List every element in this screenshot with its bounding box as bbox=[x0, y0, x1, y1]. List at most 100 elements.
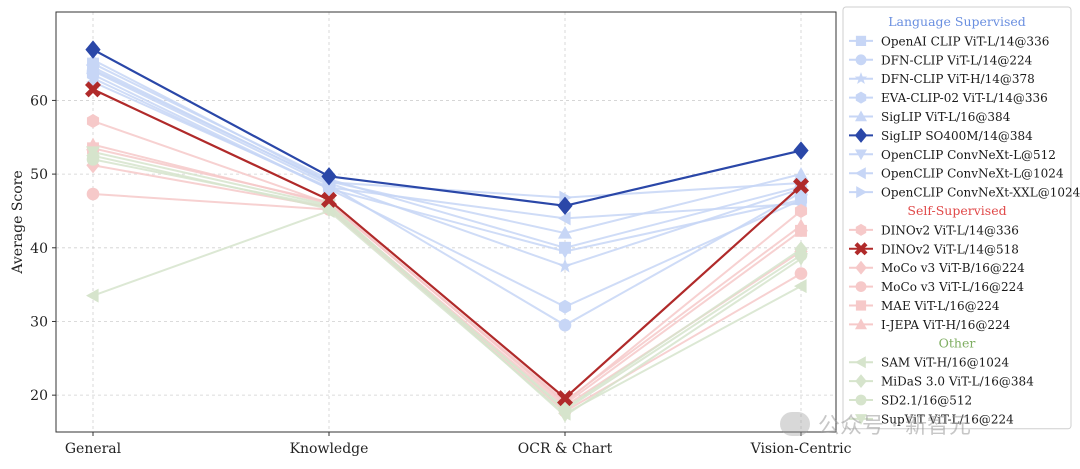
data-point bbox=[794, 167, 808, 180]
series-openclip-convnext-l-1024 bbox=[86, 75, 807, 226]
series-siglip-so400m-14-384 bbox=[85, 40, 809, 215]
data-point bbox=[86, 153, 100, 166]
data-point bbox=[321, 167, 337, 186]
legend-marker bbox=[855, 281, 867, 292]
series-sam-vit-h-16-1024 bbox=[86, 203, 807, 421]
legend-marker bbox=[855, 414, 867, 425]
legend-label: MoCo v3 ViT-L/16@224 bbox=[881, 280, 1024, 294]
legend-group-title: Self-Supervised bbox=[907, 203, 1006, 218]
legend-item: SigLIP SO400M/14@384 bbox=[849, 127, 1033, 143]
data-point bbox=[557, 390, 573, 407]
legend-marker bbox=[855, 260, 867, 275]
legend-item: OpenCLIP ConvNeXt-L@1024 bbox=[849, 167, 1064, 181]
data-point bbox=[558, 410, 572, 423]
axes: 20 30 40 50 60 General Knowledge OCR & Chart Vis… bbox=[10, 11, 852, 457]
legend-label: DFN-CLIP ViT-H/14@378 bbox=[881, 72, 1035, 86]
y-tick-label: 30 bbox=[30, 314, 48, 330]
grid-lines bbox=[56, 12, 836, 432]
legend-marker-shape bbox=[854, 242, 868, 256]
series-line bbox=[92, 209, 802, 415]
legend-item: EVA-CLIP-02 ViT-L/14@336 bbox=[849, 91, 1048, 105]
x-tick-label: Knowledge bbox=[290, 441, 369, 457]
data-point-shape bbox=[557, 390, 573, 407]
series-sd2-1-16-512 bbox=[86, 153, 808, 417]
series-line bbox=[92, 68, 802, 199]
legend-marker bbox=[855, 223, 867, 236]
legend-group-title: Other bbox=[939, 335, 976, 350]
legend-item: DINOv2 ViT-L/14@518 bbox=[849, 242, 1019, 256]
series-dfn-clip-vit-h-14-378 bbox=[85, 59, 809, 273]
series-midas-3-0-vit-l-16-384 bbox=[86, 147, 808, 417]
y-axis-label: Average Score bbox=[10, 170, 26, 274]
legend-item: OpenCLIP ConvNeXt-XXL@1024 bbox=[849, 186, 1080, 200]
y-tick-label: 40 bbox=[30, 241, 48, 257]
x-tick-label: Vision-Centric bbox=[750, 441, 852, 457]
data-point bbox=[86, 114, 100, 129]
series-dinov2-vit-l-14-518 bbox=[85, 81, 809, 407]
legend-label: SAM ViT-H/16@1024 bbox=[881, 356, 1009, 370]
legend-item: DINOv2 ViT-L/14@336 bbox=[849, 223, 1019, 237]
data-point bbox=[794, 218, 808, 232]
legend-item: MiDaS 3.0 ViT-L/16@384 bbox=[849, 374, 1034, 389]
series-line bbox=[92, 143, 802, 403]
series-supvit-vit-l-16-224 bbox=[86, 146, 808, 423]
legend-label: MiDaS 3.0 ViT-L/16@384 bbox=[881, 375, 1034, 389]
x-tick-label: OCR & Chart bbox=[518, 441, 613, 457]
data-point bbox=[86, 146, 100, 159]
legend-label: SigLIP ViT-L/16@384 bbox=[881, 110, 1011, 124]
legend-label: MAE ViT-L/16@224 bbox=[881, 299, 1000, 313]
data-point bbox=[793, 177, 809, 194]
data-point bbox=[86, 52, 100, 66]
series-line bbox=[92, 73, 802, 308]
legend-marker bbox=[855, 300, 867, 311]
legend-marker bbox=[854, 127, 868, 143]
legend-marker bbox=[855, 356, 866, 369]
legend-label: OpenCLIP ConvNeXt-XXL@1024 bbox=[881, 186, 1080, 200]
legend-item: I-JEPA ViT-H/16@224 bbox=[849, 318, 1011, 332]
legend: Language Supervised OpenAI CLIP ViT-L/14@… bbox=[842, 6, 1080, 430]
data-point bbox=[86, 187, 100, 201]
legend-marker bbox=[855, 167, 866, 180]
legend-item: SigLIP ViT-L/16@384 bbox=[849, 110, 1011, 124]
legend-marker bbox=[855, 374, 867, 388]
legend-item: MAE ViT-L/16@224 bbox=[849, 299, 1000, 313]
series-moco-v3-vit-b-16-224 bbox=[86, 157, 808, 415]
data-point bbox=[85, 40, 101, 59]
series-line bbox=[92, 158, 802, 412]
series-siglip-vit-l-16-384 bbox=[86, 52, 808, 239]
data-point bbox=[557, 196, 573, 215]
legend-marker bbox=[854, 242, 868, 256]
series-line bbox=[92, 88, 802, 400]
legend-item: OpenCLIP ConvNeXt-L@512 bbox=[849, 148, 1056, 162]
series-layer bbox=[85, 40, 809, 423]
data-point bbox=[794, 253, 808, 266]
y-tick-label: 20 bbox=[30, 388, 48, 404]
data-point bbox=[85, 81, 101, 98]
y-tick-label: 60 bbox=[30, 93, 48, 109]
legend-label: SupViT ViT-L/16@224 bbox=[881, 412, 1014, 426]
data-point bbox=[793, 141, 809, 160]
legend-marker bbox=[855, 35, 867, 46]
data-point bbox=[794, 279, 807, 294]
series-line bbox=[92, 81, 802, 220]
series-line bbox=[92, 120, 802, 404]
data-point bbox=[87, 62, 100, 77]
data-point bbox=[794, 203, 808, 218]
legend-group-title: Language Supervised bbox=[888, 14, 1026, 29]
data-point-shape bbox=[85, 81, 101, 98]
legend-marker bbox=[855, 149, 867, 161]
legend-label: DFN-CLIP ViT-L/14@224 bbox=[881, 53, 1033, 67]
series-line bbox=[92, 70, 802, 327]
legend-marker bbox=[856, 186, 867, 199]
legend-label: OpenAI CLIP ViT-L/14@336 bbox=[881, 34, 1049, 48]
y-tick-label: 50 bbox=[30, 167, 48, 183]
data-point bbox=[558, 211, 571, 226]
legend-marker bbox=[854, 72, 868, 85]
series-line bbox=[92, 77, 802, 253]
legend-label: I-JEPA ViT-H/16@224 bbox=[881, 318, 1011, 332]
legend-item: SupViT ViT-L/16@224 bbox=[849, 412, 1014, 426]
legend-item: DFN-CLIP ViT-H/14@378 bbox=[849, 72, 1035, 86]
data-point bbox=[794, 267, 808, 280]
legend-item: MoCo v3 ViT-L/16@224 bbox=[849, 280, 1024, 294]
